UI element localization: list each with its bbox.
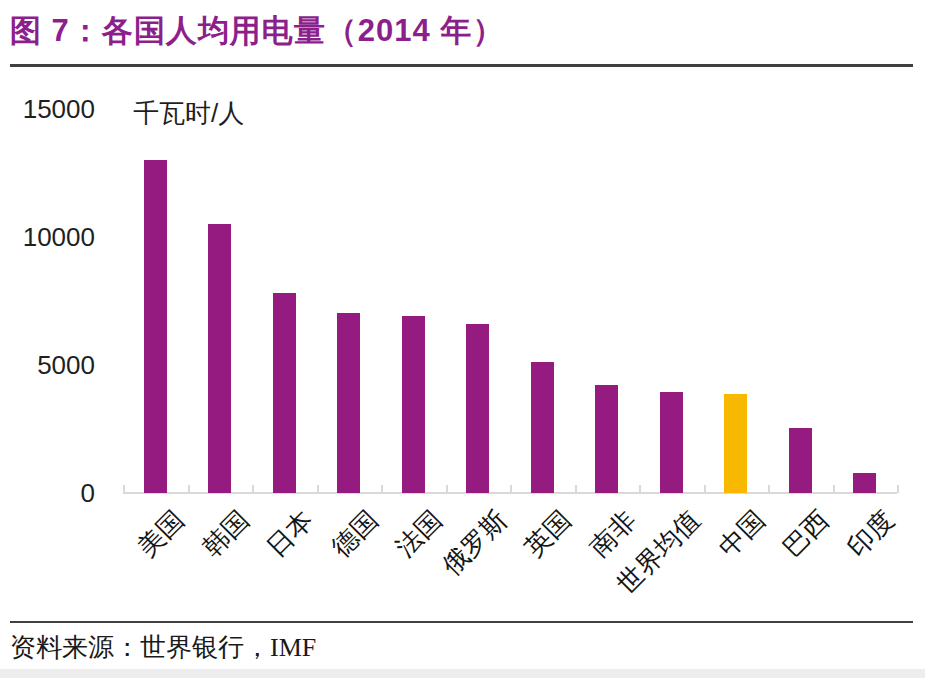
- x-axis-tick: [317, 485, 319, 493]
- bottom-edge-strip: [0, 669, 925, 678]
- y-tick-label: 0: [0, 478, 95, 509]
- source-divider-line: [10, 621, 913, 623]
- bar-印度: [853, 473, 876, 493]
- y-axis-unit-label: 千瓦时/人: [133, 96, 244, 131]
- x-category-label: 韩国: [195, 503, 257, 565]
- bar-韩国: [208, 224, 231, 493]
- bar-世界均值: [660, 392, 683, 493]
- x-category-label: 印度: [840, 503, 902, 565]
- bar-日本: [273, 293, 296, 493]
- x-axis-tick: [123, 485, 125, 493]
- report-figure-page: 图 7：各国人均用电量（2014 年） 千瓦时/人 0 5000 10000 1500…: [0, 0, 925, 678]
- bar-美国: [144, 160, 167, 493]
- x-axis-tick: [510, 485, 512, 493]
- x-axis-tick: [252, 485, 254, 493]
- x-category-label: 巴西: [775, 503, 837, 565]
- source-note: 资料来源：世界银行，IMF: [10, 630, 316, 665]
- bar-德国: [337, 313, 360, 493]
- x-axis-tick: [768, 485, 770, 493]
- bar-俄罗斯: [466, 324, 489, 493]
- x-category-label: 英国: [517, 503, 579, 565]
- x-category-label: 德国: [324, 503, 386, 565]
- x-category-label: 中国: [711, 503, 773, 565]
- x-axis-tick: [897, 485, 899, 493]
- x-axis-tick: [188, 485, 190, 493]
- y-tick-label: 5000: [0, 350, 95, 381]
- x-axis-tick: [639, 485, 641, 493]
- x-axis-tick: [575, 485, 577, 493]
- x-axis-tick: [446, 485, 448, 493]
- x-axis-tick: [704, 485, 706, 493]
- y-tick-label: 15000: [0, 94, 95, 125]
- bar-中国: [724, 394, 747, 493]
- title-divider-line: [10, 64, 913, 67]
- x-axis-tick: [381, 485, 383, 493]
- bar-南非: [595, 385, 618, 493]
- figure-title: 图 7：各国人均用电量（2014 年）: [10, 10, 504, 52]
- bar-巴西: [789, 428, 812, 493]
- bar-法国: [402, 316, 425, 493]
- y-tick-label: 10000: [0, 222, 95, 253]
- x-category-label: 俄罗斯: [435, 503, 515, 583]
- x-category-label: 日本: [259, 503, 321, 565]
- bar-英国: [531, 362, 554, 493]
- x-category-label: 美国: [130, 503, 192, 565]
- x-axis-tick: [833, 485, 835, 493]
